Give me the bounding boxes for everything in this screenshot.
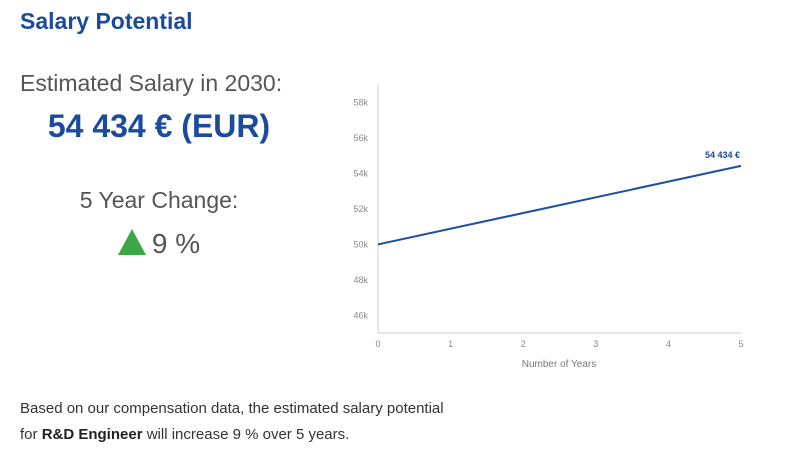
x-tick-label: 5	[738, 339, 743, 349]
salary-series-line	[377, 164, 742, 246]
y-tick-label: 56k	[353, 133, 368, 143]
y-tick-labels: 46k 48k 50k 52k 54k 56k 58k	[353, 98, 368, 321]
summary-tail: will increase 9 % over 5 years.	[146, 426, 350, 443]
series-lines: 54 434 €	[377, 150, 742, 246]
chart-axes	[377, 85, 741, 334]
y-tick-label: 48k	[353, 275, 368, 285]
y-tick-label: 52k	[353, 204, 368, 214]
salary-line-chart: 46k 48k 50k 52k 54k 56k 58k 0 1 2 3 4 5 54 434 € Nu…	[353, 85, 744, 370]
up-triangle-icon	[117, 229, 146, 255]
x-tick-label: 4	[666, 339, 671, 349]
x-tick-labels: 0 1 2 3 4 5	[375, 339, 743, 349]
summary-line-1: Based on our compensation data, the esti…	[20, 400, 444, 417]
y-tick-label: 46k	[353, 310, 368, 320]
summary-line-2: for R&D Engineer will increase 9 % over …	[20, 422, 640, 448]
end-value-label: 54 434 €	[705, 150, 740, 160]
y-tick-label: 54k	[353, 169, 368, 179]
summary-text: Based on our compensation data, the esti…	[20, 396, 640, 448]
five-year-change-label: 5 Year Change:	[79, 187, 239, 213]
job-role: R&D Engineer	[41, 426, 143, 443]
estimated-salary-value: 54 434 € (EUR)	[47, 108, 271, 144]
estimated-salary-label: Estimated Salary in 2030:	[20, 70, 283, 96]
y-tick-label: 50k	[353, 239, 368, 249]
x-tick-label: 2	[521, 339, 526, 349]
section-title: Salary Potential	[20, 8, 193, 34]
five-year-change-value: 9 %	[151, 228, 201, 259]
summary-for: for	[20, 426, 38, 443]
five-year-change: 9 %	[0, 228, 318, 260]
x-tick-label: 0	[375, 339, 380, 349]
x-tick-label: 3	[593, 339, 598, 349]
x-tick-label: 1	[448, 339, 453, 349]
x-axis-label: Number of Years	[522, 359, 597, 370]
y-tick-label: 58k	[353, 98, 368, 108]
